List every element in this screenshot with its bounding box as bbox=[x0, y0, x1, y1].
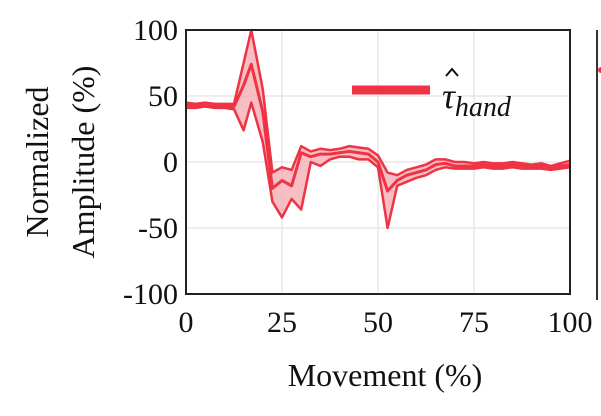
x-tick-label: 25 bbox=[267, 306, 297, 339]
x-tick-label: 50 bbox=[363, 306, 393, 339]
y-axis-label-line-2: Amplitude (%) bbox=[65, 66, 101, 259]
right-edge-marker bbox=[598, 67, 601, 73]
x-tick-label: 0 bbox=[179, 306, 194, 339]
series-band bbox=[186, 30, 570, 228]
y-tick-label: 0 bbox=[163, 146, 178, 179]
x-tick-label: 100 bbox=[548, 306, 593, 339]
plot-frame bbox=[185, 29, 571, 295]
x-axis-label: Movement (%) bbox=[288, 357, 483, 393]
series-confidence-band bbox=[186, 30, 570, 228]
x-ticks: 0 25 50 75 100 bbox=[179, 306, 593, 339]
y-tick-label: 100 bbox=[133, 14, 178, 47]
legend-symbol: τ bbox=[442, 76, 456, 116]
series-lines bbox=[185, 28, 571, 230]
x-tick-label: 75 bbox=[459, 306, 489, 339]
y-tick-label: -100 bbox=[123, 278, 178, 311]
series-upper-line bbox=[185, 28, 571, 177]
y-ticks: 100 50 0 -50 -100 bbox=[123, 14, 178, 311]
series-lower-line bbox=[186, 101, 571, 230]
legend-subscript: hand bbox=[455, 92, 512, 123]
y-tick-label: -50 bbox=[138, 212, 178, 245]
y-tick-label: 50 bbox=[148, 80, 178, 113]
legend: τhand bbox=[352, 67, 512, 123]
series-mean-line bbox=[186, 62, 571, 193]
legend-hat bbox=[445, 67, 459, 77]
legend-label: τhand bbox=[442, 76, 512, 123]
y-axis-label-line-1: Normalized bbox=[19, 86, 55, 237]
